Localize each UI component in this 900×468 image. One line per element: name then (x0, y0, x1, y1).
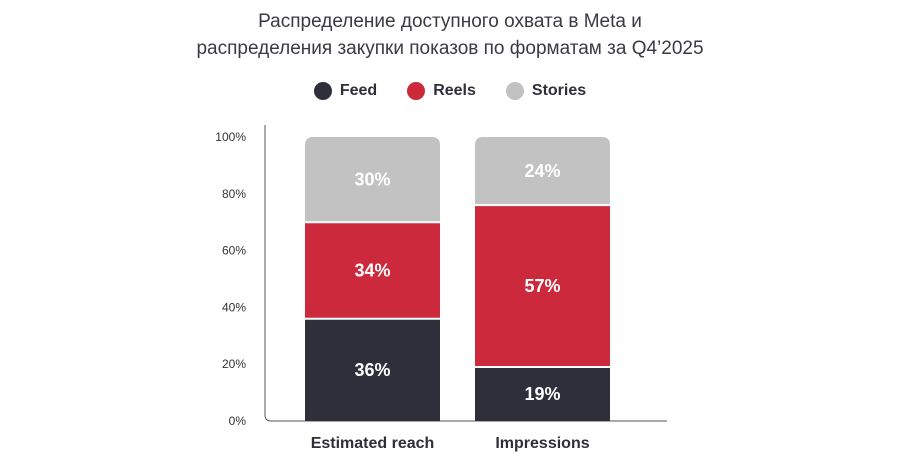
legend-label-feed: Feed (339, 82, 378, 99)
legend-item-reels: Reels (407, 82, 476, 100)
y-tick-label: 60% (222, 244, 246, 258)
legend-label-stories: Stories (531, 82, 587, 99)
legend-item-feed: Feed (313, 82, 378, 100)
axis-line (264, 125, 667, 422)
y-tick-label: 0% (229, 414, 247, 428)
chart-title-line-2: распределения закупки показов по формата… (196, 38, 704, 59)
data-label-feed: 36% (354, 360, 390, 380)
y-tick-label: 20% (222, 357, 246, 371)
legend-swatch-reels (407, 82, 426, 100)
legend-swatch-stories (505, 82, 524, 100)
bar-segment-feed (305, 318, 440, 421)
data-label-stories: 30% (354, 170, 390, 190)
x-tick-label: Impressions (495, 435, 589, 452)
y-tick-label: 40% (222, 300, 246, 314)
data-label-stories: 24% (524, 161, 560, 181)
x-tick-label: Estimated reach (311, 435, 435, 452)
data-label-reels: 57% (524, 276, 560, 296)
legend: Feed Reels Stories (0, 82, 900, 100)
data-label-feed: 19% (524, 384, 560, 404)
bar-segment-stories (475, 137, 610, 206)
legend-swatch-feed (313, 82, 332, 100)
bar-segment-stories (305, 137, 440, 223)
data-label-reels: 34% (354, 260, 390, 280)
bar-segment-reels (475, 205, 610, 368)
legend-label-reels: Reels (433, 82, 476, 99)
y-tick-label: 80% (222, 187, 246, 201)
y-tick-label: 100% (215, 130, 246, 144)
chart-title: Распределение доступного охвата в Meta и… (0, 8, 900, 62)
bar-segment-reels (305, 222, 440, 319)
legend-item-stories: Stories (505, 82, 587, 100)
bar-segment-feed (475, 367, 610, 421)
chart-title-line-1: Распределение доступного охвата в Meta и (258, 11, 642, 32)
